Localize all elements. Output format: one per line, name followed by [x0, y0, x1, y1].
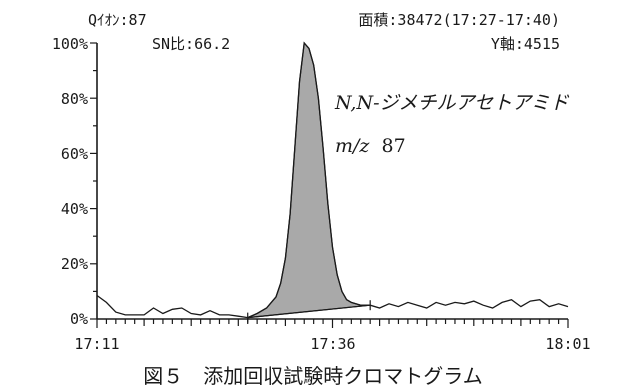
mz-annotation: m/z 87 [335, 135, 406, 157]
chromatogram-trace [96, 41, 569, 319]
ytick-label-0: 0% [70, 310, 88, 328]
peak-area [247, 41, 371, 319]
figure-caption: 図５ 添加回収試験時クロマトグラム [143, 364, 482, 388]
area-label: 面積:38472(17:27-17:40) [358, 11, 560, 29]
xtick-label-mid: 17:36 [310, 335, 355, 353]
ytick-label-20: 20% [61, 255, 88, 273]
integration-baseline [247, 304, 371, 319]
ytick-label-100: 100% [52, 35, 88, 53]
y-axis-ticks [90, 42, 97, 320]
ytick-label-60: 60% [61, 145, 88, 163]
mz-value: 87 [381, 135, 405, 157]
xtick-label-end: 18:01 [545, 335, 590, 353]
ytick-label-80: 80% [61, 90, 88, 108]
y-axis-scale-label: Y軸:4515 [491, 35, 560, 53]
mz-label: m/z [335, 135, 370, 157]
x-axis-ticks [96, 319, 569, 328]
compound-name: N,N-ジメチルアセトアミド [334, 92, 570, 114]
xtick-label-start: 17:11 [74, 335, 119, 353]
ytick-label-40: 40% [61, 200, 88, 218]
sn-ratio-label: SN比:66.2 [152, 35, 230, 53]
ion-label: Qｲｵﾝ:87 [88, 11, 147, 29]
